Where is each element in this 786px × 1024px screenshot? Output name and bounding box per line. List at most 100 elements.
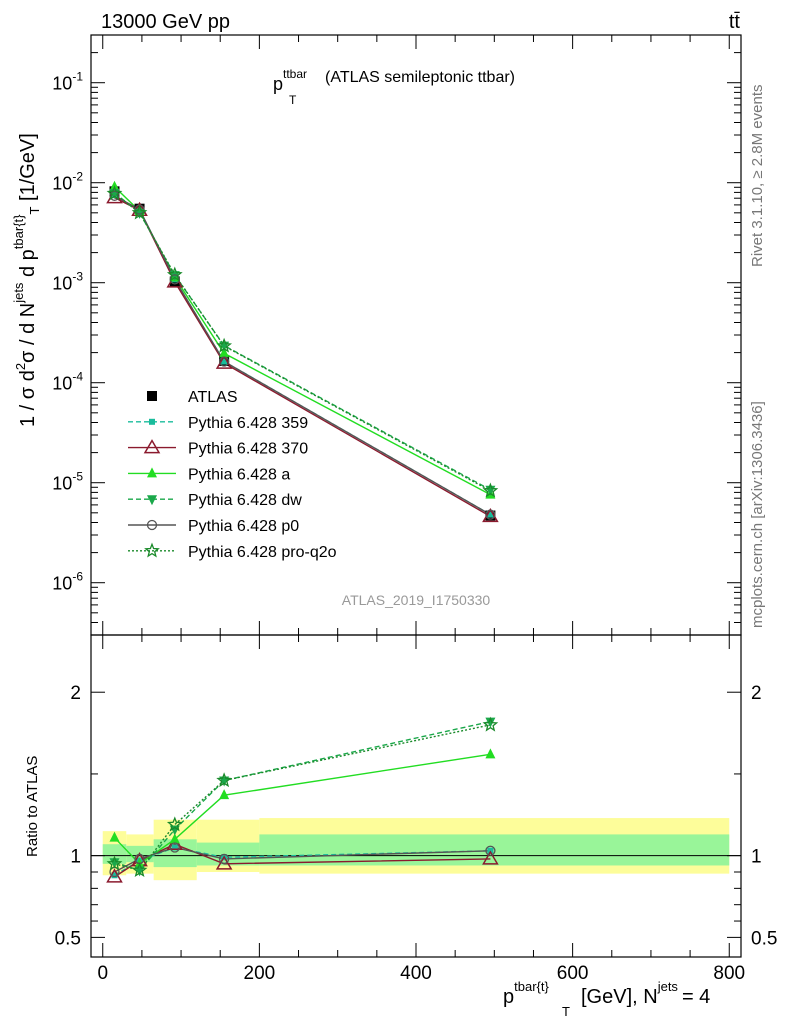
marker-open-star: [131, 862, 148, 878]
marker-down-triangle: [134, 866, 145, 877]
data-point: [218, 356, 230, 367]
marker-open-circle: [109, 190, 120, 201]
data-point: [215, 354, 233, 369]
marker-small-square: [171, 844, 178, 851]
data-point: [216, 337, 233, 353]
marker-triangle: [485, 748, 496, 759]
marker-open-circle: [109, 866, 120, 878]
y-tick-label: 10-1: [52, 70, 83, 94]
legend-marker: [147, 391, 157, 401]
y-tick-label: 10-4: [52, 370, 83, 394]
main-ylabel-f: tbar{t}: [11, 214, 26, 249]
ratio-data-point: [219, 776, 230, 787]
y-tick-base: 10: [52, 474, 72, 494]
data-point: [221, 358, 228, 365]
marker-open-circle: [146, 519, 158, 531]
series-line: [114, 192, 491, 491]
legend-label: Pythia 6.428 pro-q2o: [188, 544, 337, 561]
y-tick-label: 10-2: [52, 170, 83, 194]
legend-label: Pythia 6.428 370: [188, 441, 308, 458]
marker-down-triangle: [147, 495, 157, 506]
marker-open-circle: [169, 842, 180, 853]
data-point: [131, 204, 148, 220]
x-label-sub: T: [562, 1004, 570, 1019]
ratio-data-point: [482, 716, 499, 732]
ratio-series-line: [114, 843, 491, 878]
ratio-data-point: [106, 868, 123, 883]
ratio-frame: [90, 634, 742, 958]
marker-open-star: [144, 542, 160, 558]
ratio-data-point: [166, 816, 183, 832]
x-tick-label: 0: [97, 963, 108, 984]
data-point: [482, 482, 499, 498]
marker-down-triangle: [109, 858, 120, 869]
y-tick-label: 10-5: [52, 470, 83, 494]
ratio-panel: 0.5 0.5 1 1 2 2 0 200 400 600 800 Ratio to ATLAS p…: [24, 634, 777, 1019]
ratio-data-point: [485, 845, 496, 856]
x-tick-label: 800: [713, 963, 745, 984]
y-tick-exp: -1: [72, 70, 83, 84]
y-tick-base: 10: [52, 374, 72, 394]
main-panel: 10-610-510-410-310-210-1 pttbar T (ATLAS…: [11, 34, 742, 636]
x-tick-label: 600: [557, 963, 589, 984]
marker-open-triangle: [482, 507, 499, 523]
ratio-data-point: [169, 842, 180, 853]
main-ylabel-c: σ / d N: [17, 303, 39, 363]
marker-triangle: [219, 347, 230, 358]
main-ylabel-h: [1/GeV]: [17, 133, 39, 206]
ratio-data-point: [109, 866, 120, 878]
ratio-y-tick-label-right: 2: [751, 683, 762, 704]
marker-open-star: [166, 816, 183, 832]
marker-open-circle: [485, 509, 496, 520]
x-tick-label: 200: [244, 963, 276, 984]
x-label-end: = 4: [682, 986, 710, 1008]
y-tick-label: 10-3: [52, 270, 83, 294]
ratio-data-point: [485, 748, 496, 759]
ratio-data-point: [219, 789, 230, 800]
y-tick-base: 10: [52, 274, 72, 294]
marker-open-star: [482, 482, 499, 498]
header-energy: 13000 GeV pp: [101, 11, 230, 33]
ratio-data-point: [134, 866, 145, 877]
marker-small-square: [487, 511, 494, 518]
x-label-rest: [GeV], Njets = 4: [581, 979, 710, 1008]
series-line: [114, 194, 491, 516]
marker-open-star: [482, 716, 499, 732]
main-title: pttbar: [273, 67, 307, 94]
y-tick-label: 10-6: [52, 570, 83, 594]
mcplots-label: mcplots.cern.ch [arXiv:1306.3436]: [749, 401, 766, 628]
marker-open-triangle: [106, 868, 123, 883]
legend-label: ATLAS: [188, 389, 238, 406]
x-label-sup: tbar{t}: [514, 979, 549, 994]
marker-open-star: [131, 204, 148, 220]
header-process: tt̄: [729, 11, 741, 33]
legend-marker: [147, 495, 157, 506]
main-title-rest: (ATLAS semileptonic ttbar): [325, 69, 515, 86]
main-plot-area: 10-610-510-410-310-210-1: [52, 34, 742, 636]
marker-down-triangle: [219, 776, 230, 787]
legend-marker: [143, 439, 161, 454]
main-ylabel-d: jets: [11, 282, 26, 304]
ratio-data-point: [169, 825, 180, 836]
ratio-data-point: [109, 858, 120, 869]
ratio-data-point: [216, 772, 233, 788]
marker-triangle: [147, 467, 157, 478]
y-tick-base: 10: [52, 174, 72, 194]
ratio-y-tick-label: 1: [70, 847, 81, 868]
marker-open-star: [106, 185, 123, 201]
ratio-series-line: [114, 724, 491, 872]
ratio-data-point: [109, 831, 120, 842]
data-point: [166, 266, 183, 282]
marker-open-star: [216, 337, 233, 353]
ratio-plot-area: 0.5 0.5 1 1 2 2 0 200 400 600 800: [55, 634, 777, 984]
marker-triangle: [219, 789, 230, 800]
stat-uncertainty-band: [102, 844, 127, 864]
ratio-data-point: [482, 850, 499, 865]
ratio-y-tick-label-right: 0.5: [751, 928, 777, 949]
marker-small-square: [111, 872, 118, 879]
legend-marker: [147, 467, 157, 478]
x-label-p: p: [503, 986, 514, 1008]
marker-triangle: [169, 833, 180, 844]
main-ylabel: 1 / σ d2σ / d Njets d ptbar{t}T [1/GeV]: [11, 133, 42, 427]
